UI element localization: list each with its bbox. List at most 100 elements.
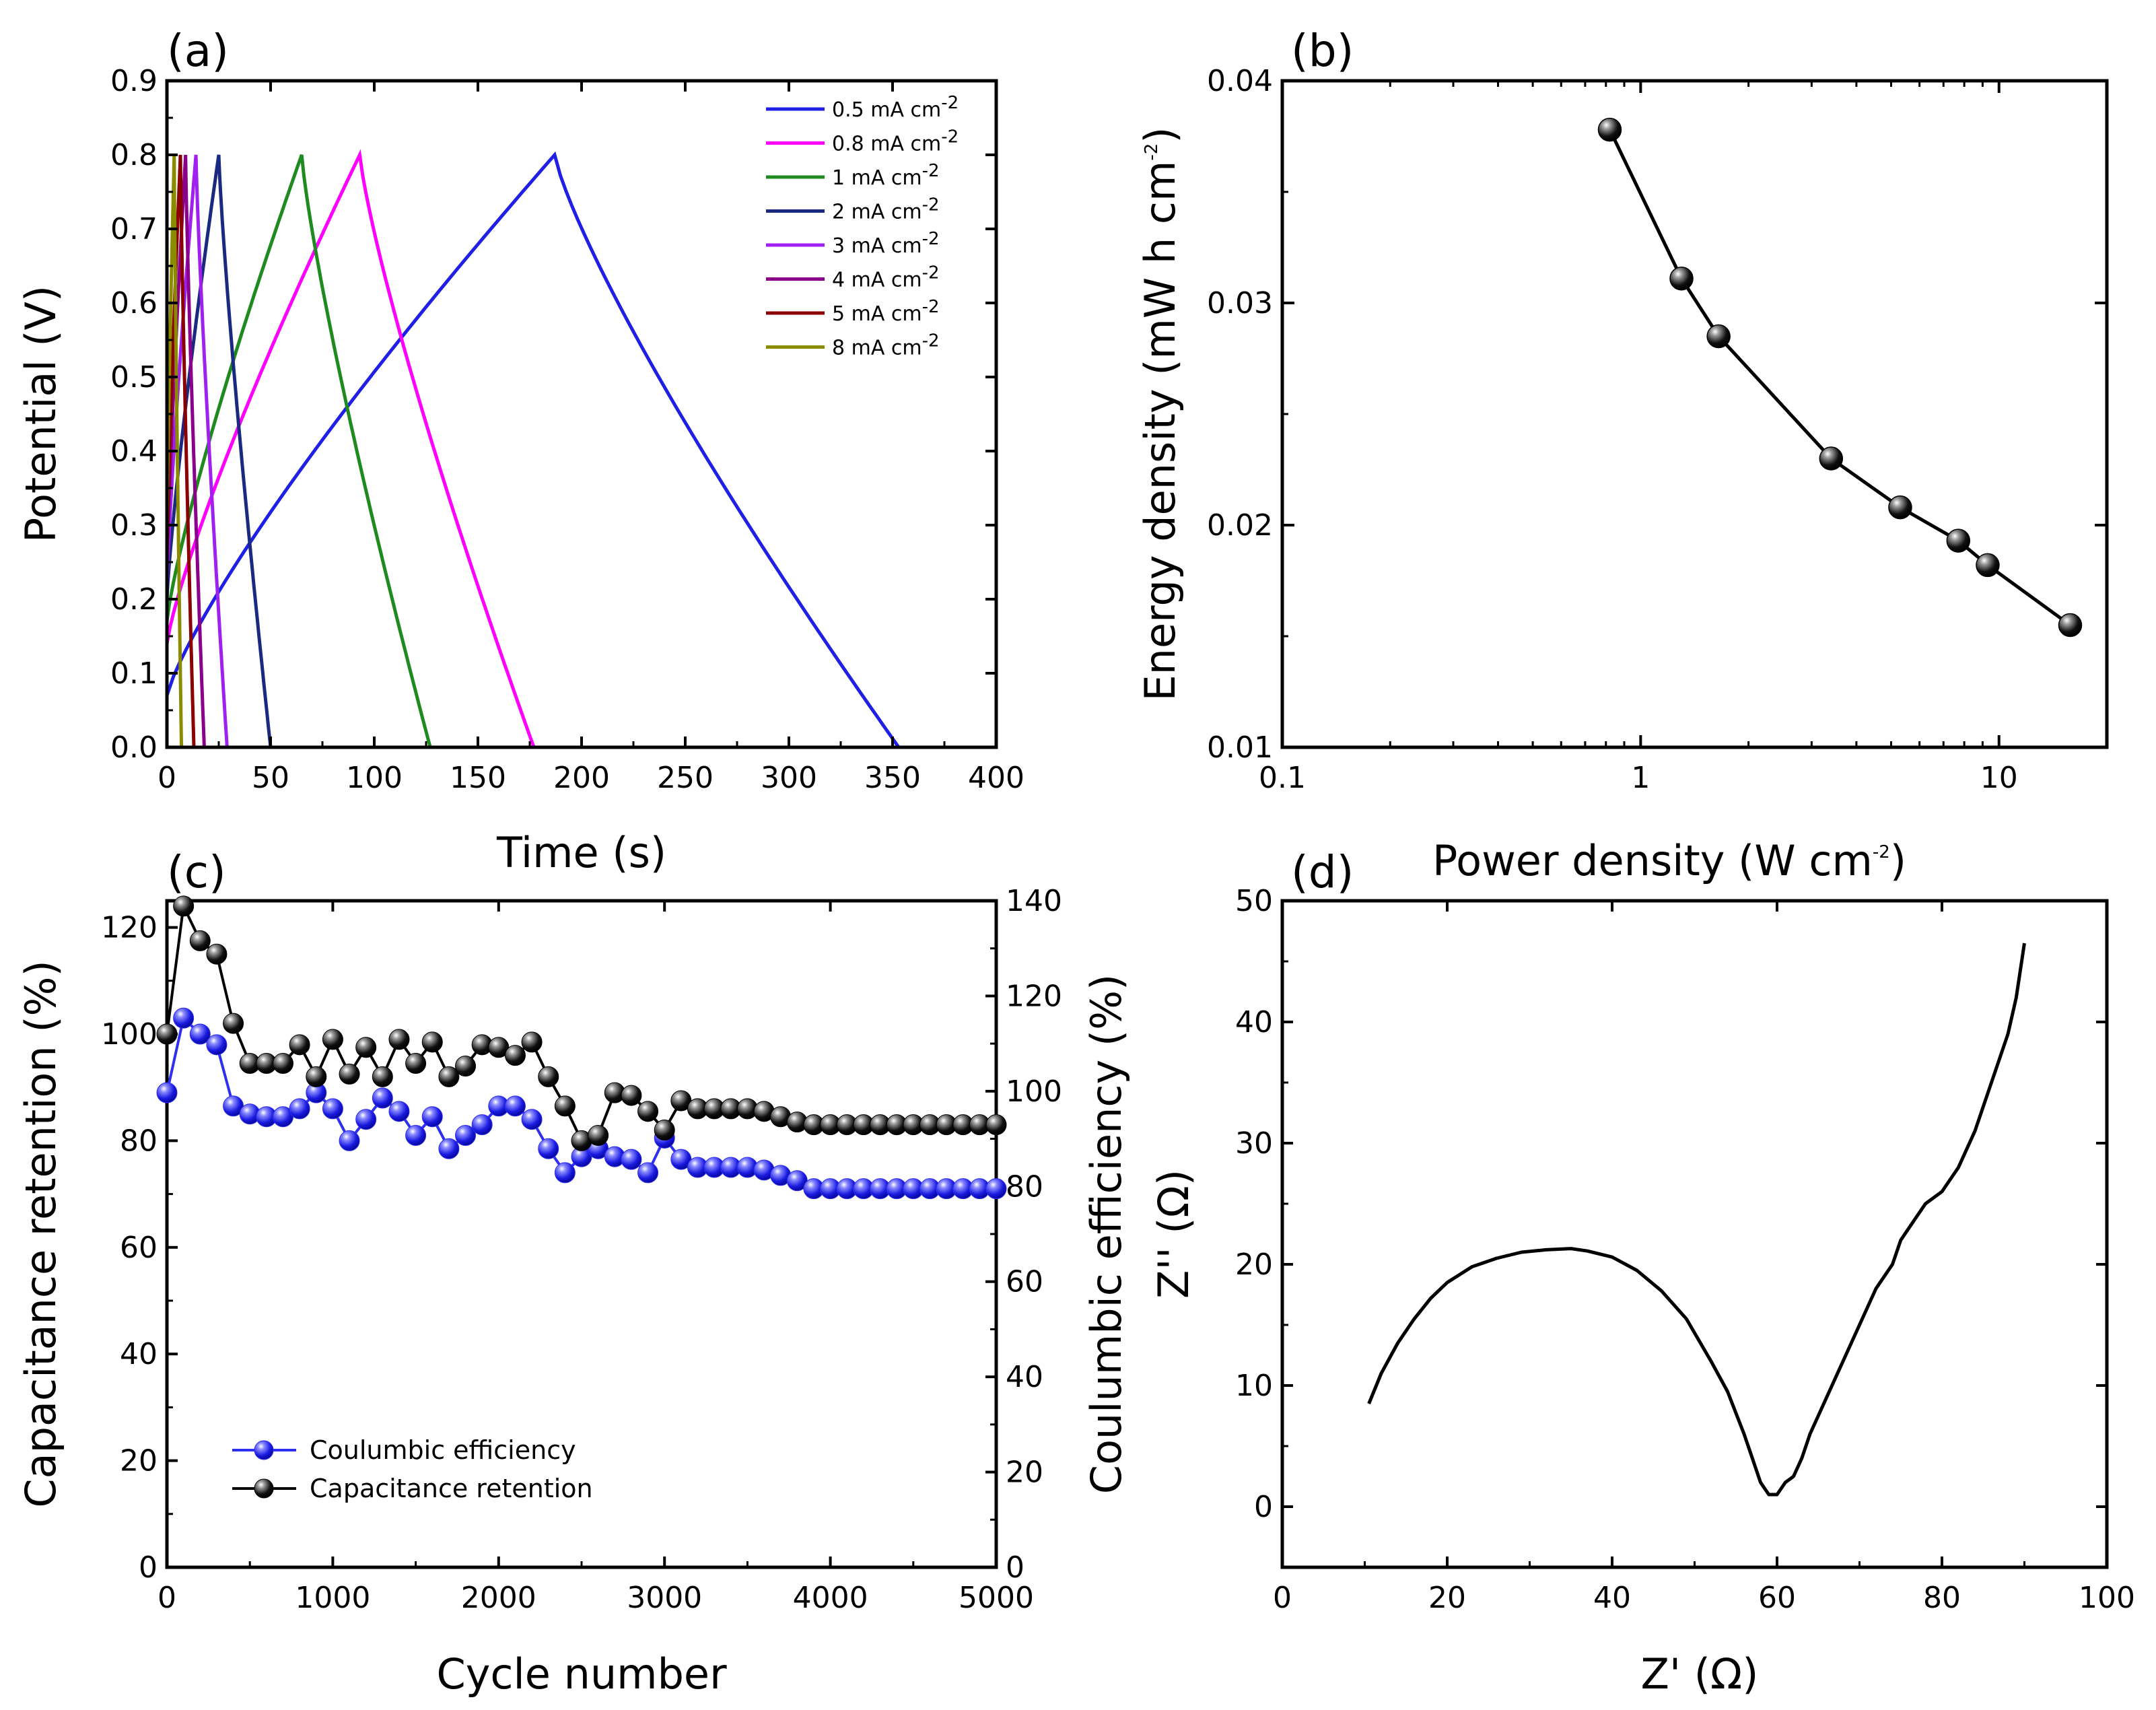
series-1-point-26 [588, 1124, 609, 1146]
panel-d-ticks: 0 20 40 60 80 100 0 10 20 30 40 50 [1235, 884, 2135, 1615]
y-tick-label: 100 [101, 1017, 158, 1052]
series-1-point-3 [206, 943, 228, 965]
series-1-point-15 [405, 1053, 427, 1074]
series-1-point-30 [654, 1120, 675, 1141]
panel-c-ticks: 0 1000 2000 3000 4000 50000204060801001200204… [101, 884, 1062, 1615]
x-tick-label: 0 [158, 1581, 176, 1615]
y-tick-label: 60 [120, 1231, 158, 1265]
y-tick-label: 20 [120, 1444, 158, 1478]
x-tick-label: 1000 [295, 1581, 370, 1615]
y2-tick-label: 0 [1006, 1550, 1024, 1585]
legend-label-4: 3 mA cm-2 [832, 229, 940, 258]
x-tick-label: 50 [252, 761, 289, 795]
legend-swatch-marker-0 [254, 1440, 274, 1460]
series-1-point-22 [521, 1031, 543, 1053]
series-1-point-23 [538, 1066, 559, 1087]
panel-d-label: (d) [1291, 846, 1354, 898]
energy-power-point-6 [1976, 553, 2000, 578]
y-tick-label: 0.03 [1207, 286, 1273, 320]
legend-label-5: 4 mA cm-2 [832, 263, 940, 292]
gcd-curve-5 [165, 154, 206, 748]
series-1-point-24 [554, 1095, 576, 1117]
y-tick-label: 0 [1254, 1490, 1273, 1524]
panel-d-frame [1280, 899, 2109, 1569]
x-tick-label: 200 [553, 761, 610, 795]
legend-label-7: 8 mA cm-2 [832, 331, 940, 360]
panel-b: (b) 0.1 1 10 0.01 0.02 0.03 0.04 Power density… [1136, 25, 2109, 885]
panel-d-xlabel: Z' (Ω) [1641, 1649, 1759, 1699]
legend-sup: -2 [941, 127, 959, 147]
series-0-point-16 [421, 1106, 443, 1128]
y-tick-label: 120 [101, 911, 158, 945]
y-tick-label: 0.9 [110, 64, 158, 98]
series-1-point-2 [189, 930, 211, 951]
legend-swatch-marker-1 [254, 1478, 274, 1499]
y-tick-label: 0.1 [110, 656, 158, 691]
y-tick-label: 10 [1235, 1369, 1273, 1403]
series-1-point-8 [289, 1034, 310, 1056]
series-0-point-14 [388, 1101, 410, 1122]
y-tick-label: 0.3 [110, 508, 158, 543]
series-1-point-18 [455, 1056, 477, 1077]
series-1-point-50 [985, 1114, 1007, 1136]
energy-power-point-1 [1669, 266, 1694, 291]
legend-text: 5 mA cm [832, 302, 922, 326]
energy-power-line [1608, 129, 2071, 627]
series-0-point-18 [455, 1124, 477, 1146]
y-tick-label: 0.6 [110, 286, 158, 320]
x-tick-label: 80 [1923, 1581, 1961, 1615]
panel-d-ylabel: Z'' (Ω) [1149, 1169, 1198, 1299]
series-1-point-13 [372, 1066, 393, 1087]
x-tick-label: 0 [1273, 1581, 1292, 1615]
panel-c: (c) 0 1000 2000 3000 4000 5000020406080100120… [16, 846, 1131, 1699]
series-0-point-28 [621, 1149, 642, 1170]
y-tick-label: 0 [139, 1550, 158, 1585]
series-1-point-0 [156, 1023, 178, 1045]
energy-power-point-7 [2058, 613, 2083, 638]
y-tick-label: 30 [1235, 1126, 1273, 1161]
series-1-point-21 [504, 1045, 526, 1066]
panel-a-legend: 0.5 mA cm-20.8 mA cm-21 mA cm-22 mA cm-2… [766, 93, 959, 360]
series-0-point-8 [289, 1098, 310, 1120]
x-tick-label: 4000 [793, 1581, 868, 1615]
y-tick-label: 0.8 [110, 138, 158, 172]
x-tick-label: 300 [761, 761, 817, 795]
panel-a-ylabel: Potential (V) [16, 285, 65, 543]
legend-sup: -2 [922, 229, 940, 249]
y-tick-label: 40 [120, 1337, 158, 1371]
y-tick-label: 80 [120, 1124, 158, 1158]
y-tick-label: 0.4 [110, 434, 158, 469]
y-tick-label: 0.01 [1207, 730, 1273, 765]
legend-label-2: 1 mA cm-2 [832, 161, 940, 190]
panel-b-series [1597, 117, 2083, 638]
series-0-point-3 [206, 1034, 228, 1056]
legend-label-0: Coulumbic efficiency [310, 1435, 576, 1465]
series-0-point-50 [985, 1178, 1007, 1200]
gcd-curve-2 [165, 154, 432, 748]
panel-b-frame [1280, 79, 2109, 749]
legend-label-1: 0.8 mA cm-2 [832, 127, 959, 156]
y2-tick-label: 120 [1006, 979, 1062, 1013]
legend-sup: -2 [922, 263, 940, 283]
series-0-point-2 [189, 1023, 211, 1045]
legend-text: 4 mA cm [832, 269, 922, 292]
x-tick-label: 400 [968, 761, 1024, 795]
x-tick-label: 20 [1428, 1581, 1466, 1615]
energy-power-point-4 [1888, 495, 1912, 520]
legend-sup: -2 [922, 195, 940, 215]
nyquist-curve [1367, 943, 2026, 1497]
y-tick-label: 0.5 [110, 360, 158, 395]
x-tick-label: 350 [864, 761, 921, 795]
series-1-point-10 [322, 1029, 343, 1050]
panel-c-ylabel: Capacitance retention (%) [16, 960, 65, 1507]
y-tick-label: 0.2 [110, 582, 158, 617]
panel-b-label: (b) [1291, 25, 1354, 77]
series-0-point-29 [637, 1162, 659, 1184]
series-1-point-4 [223, 1013, 244, 1034]
series-0-point-11 [339, 1130, 360, 1151]
panel-a-label: (a) [167, 25, 229, 77]
y-tick-label: 50 [1235, 884, 1273, 918]
series-0-point-1 [173, 1007, 195, 1029]
legend-sup: -2 [922, 161, 940, 181]
panel-c-series [156, 895, 1007, 1200]
